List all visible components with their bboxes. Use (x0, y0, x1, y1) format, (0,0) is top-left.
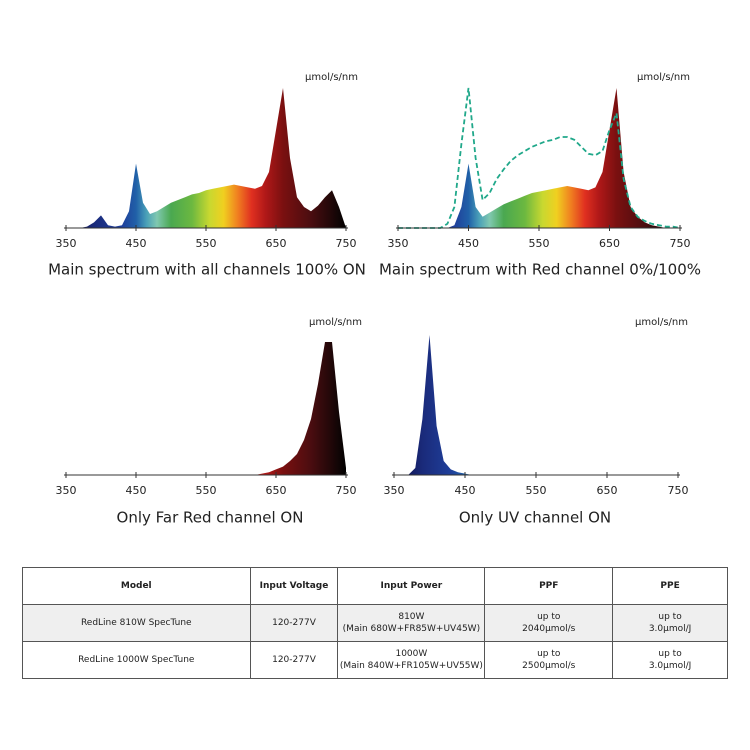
cell-line: up to (658, 649, 682, 659)
chart-title: Only Far Red channel ON (117, 509, 304, 527)
spec-table: Model Input Voltage Input Power PPF PPE RedL… (22, 567, 728, 679)
x-tick-label: 450 (126, 237, 147, 250)
x-tick-label: 450 (455, 484, 476, 497)
table-cell: 120-277V (249, 604, 339, 642)
cell-line: 2500μmol/s (522, 661, 576, 671)
header-cell: Model (22, 567, 251, 605)
x-tick-label: 550 (196, 484, 217, 497)
cell-line: (Main 680W+FR85W+UV45W) (342, 624, 481, 634)
cell-line: 3.0μmol/J (648, 624, 692, 634)
x-tick-label: 750 (336, 237, 357, 250)
cell-line: up to (537, 612, 561, 622)
header-cell: PPF (484, 567, 614, 605)
x-tick-label: 450 (458, 237, 479, 250)
chart-title: Main spectrum with Red channel 0%/100% (379, 261, 701, 279)
table-cell: 1000W (Main 840W+FR105W+UV55W) (337, 641, 486, 679)
table-cell: up to 2040μmol/s (484, 604, 614, 642)
cell-line: up to (658, 612, 682, 622)
cell-line: up to (537, 649, 561, 659)
header-cell: Input Power (337, 567, 486, 605)
spectrum-area (394, 335, 678, 475)
cell-line: RedLine 810W SpecTune (80, 618, 192, 628)
cell-line: 120-277V (272, 618, 316, 628)
x-tick-label: 550 (529, 237, 550, 250)
x-tick-label: 550 (526, 484, 547, 497)
cell-line: 2040μmol/s (522, 624, 576, 634)
cell-line: 3.0μmol/J (648, 661, 692, 671)
table-body: RedLine 810W SpecTune 120-277V 810W (Main 6… (22, 604, 728, 679)
x-tick-label: 750 (336, 484, 357, 497)
chart-title: Main spectrum with all channels 100% ON (48, 261, 366, 279)
table-row: RedLine 810W SpecTune 120-277V 810W (Main 6… (22, 604, 728, 642)
header-row: Model Input Voltage Input Power PPF PPE (22, 567, 728, 605)
table-cell: up to 3.0μmol/J (612, 641, 728, 679)
table-cell: RedLine 1000W SpecTune (22, 641, 251, 679)
table-cell: up to 2500μmol/s (484, 641, 614, 679)
x-tick-label: 650 (266, 237, 287, 250)
cell-line: RedLine 1000W SpecTune (78, 655, 195, 665)
cell-line: 810W (398, 612, 425, 622)
spectrum-area (398, 88, 680, 228)
x-tick-label: 650 (266, 484, 287, 497)
x-tick-label: 550 (196, 237, 217, 250)
x-tick-label: 350 (388, 237, 409, 250)
x-tick-label: 350 (56, 237, 77, 250)
table-cell: up to 3.0μmol/J (612, 604, 728, 642)
charts: 350 450 550 650 750 μmol/s/nm Main spectrum wi… (48, 72, 701, 527)
header-cell: PPE (612, 567, 728, 605)
cell-line: 1000W (395, 649, 428, 659)
x-tick-label: 650 (597, 484, 618, 497)
x-tick-label: 350 (56, 484, 77, 497)
chart-title: Only UV channel ON (459, 509, 611, 527)
table-cell: 120-277V (249, 641, 339, 679)
table-cell: 810W (Main 680W+FR85W+UV45W) (337, 604, 486, 642)
table-cell: RedLine 810W SpecTune (22, 604, 251, 642)
spectrum-area (66, 88, 346, 228)
x-tick-label: 350 (384, 484, 405, 497)
cell-line: (Main 840W+FR105W+UV55W) (339, 661, 483, 671)
y-unit-label: μmol/s/nm (635, 317, 688, 328)
x-tick-label: 450 (126, 484, 147, 497)
x-tick-label: 750 (670, 237, 691, 250)
y-unit-label: μmol/s/nm (309, 317, 362, 328)
table-row: RedLine 1000W SpecTune 120-277V 1000W (Main… (22, 641, 728, 679)
x-tick-label: 650 (599, 237, 620, 250)
cell-line: 120-277V (272, 655, 316, 665)
y-unit-label: μmol/s/nm (637, 72, 690, 83)
spectrum-line (398, 87, 681, 229)
spectrum-area (66, 342, 346, 475)
x-tick-label: 750 (668, 484, 689, 497)
header-cell: Input Voltage (249, 567, 339, 605)
y-unit-label: μmol/s/nm (305, 72, 358, 83)
